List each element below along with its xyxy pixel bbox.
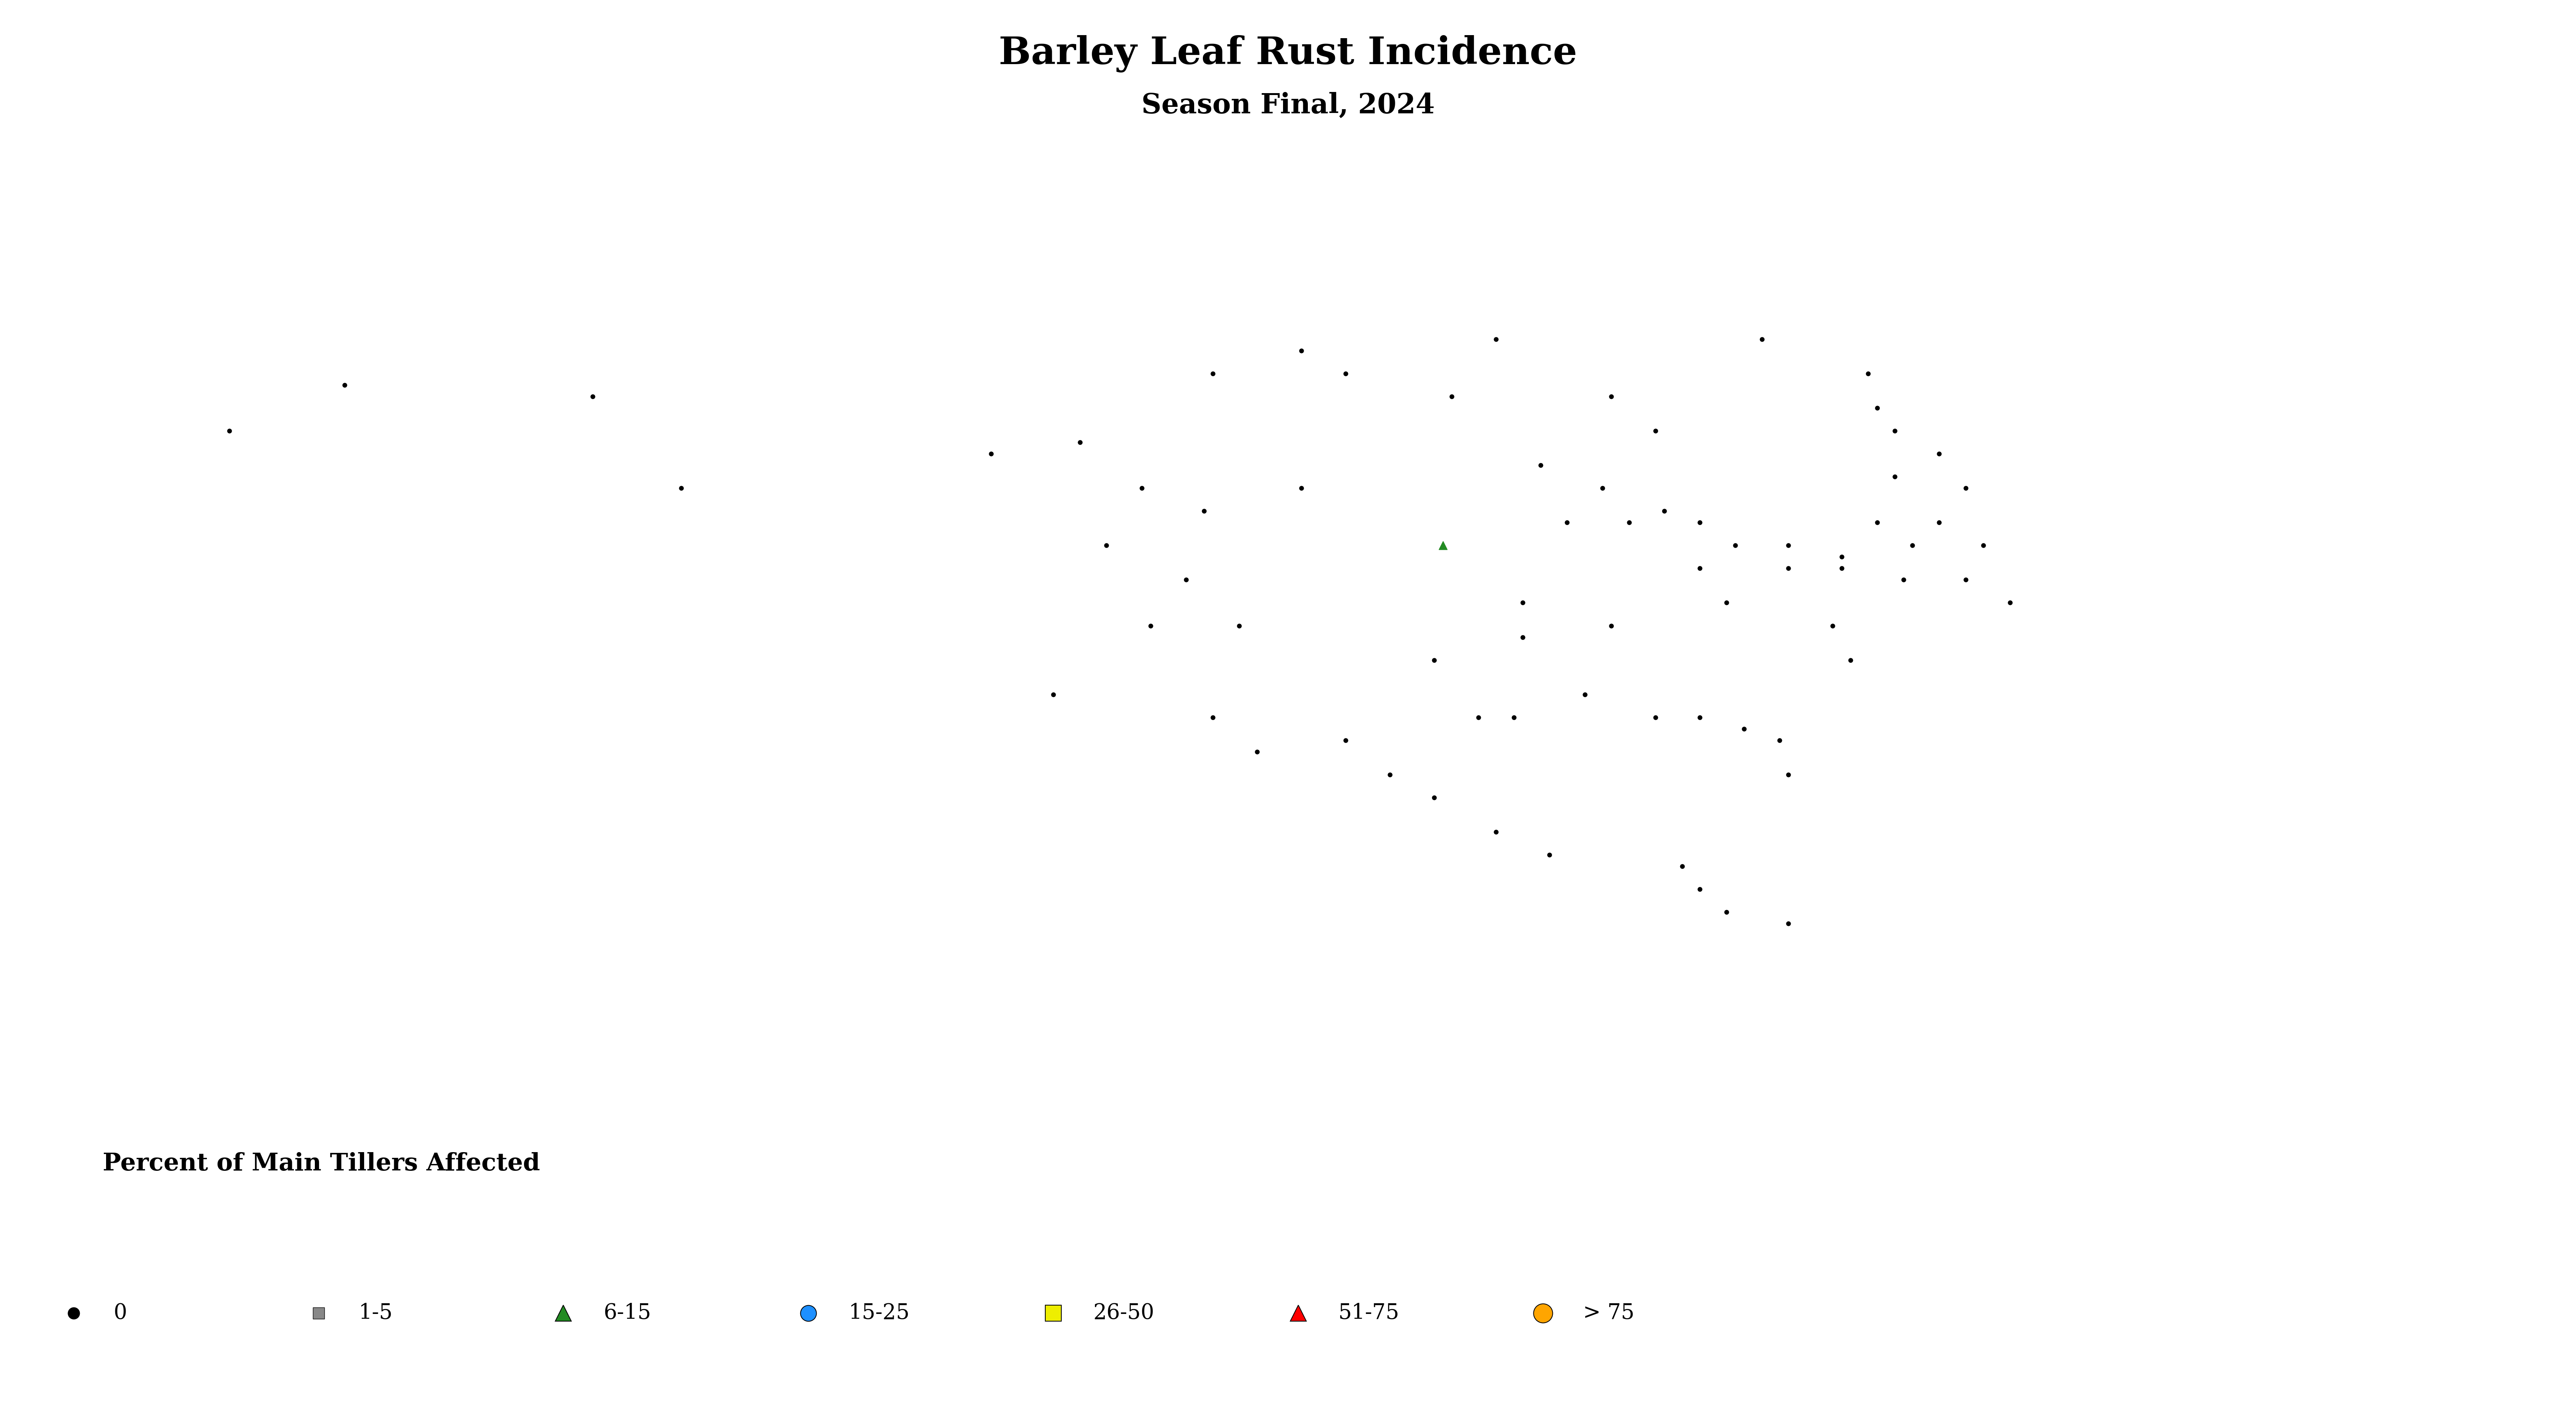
Text: Percent of Main Tillers Affected: Percent of Main Tillers Affected [103, 1152, 541, 1175]
Text: 51-75: 51-75 [1337, 1303, 1399, 1323]
Text: Season Final, 2024: Season Final, 2024 [1141, 92, 1435, 119]
Text: 0: 0 [113, 1303, 126, 1323]
Text: 6-15: 6-15 [603, 1303, 652, 1323]
Text: 15-25: 15-25 [848, 1303, 909, 1323]
Text: 1-5: 1-5 [358, 1303, 392, 1323]
Text: > 75: > 75 [1582, 1303, 1633, 1323]
Text: 26-50: 26-50 [1092, 1303, 1154, 1323]
Text: Barley Leaf Rust Incidence: Barley Leaf Rust Incidence [999, 35, 1577, 72]
